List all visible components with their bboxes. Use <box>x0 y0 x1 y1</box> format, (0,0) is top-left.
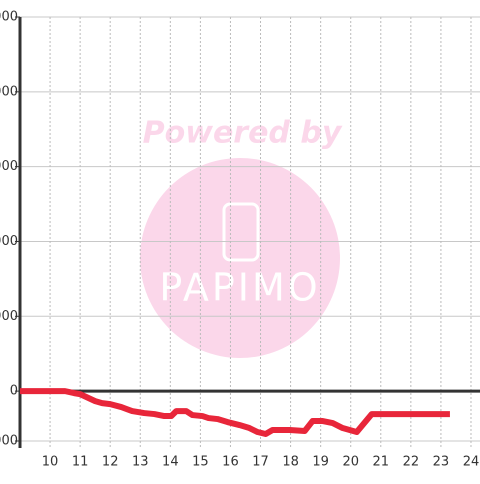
x-tick-label: 15 <box>192 455 209 470</box>
watermark-text: Powered by <box>143 116 343 151</box>
x-tick-label: 22 <box>403 455 420 470</box>
y-tick-label: 120,000 <box>0 84 18 99</box>
x-tick-label: 18 <box>282 455 299 470</box>
x-tick-label: 17 <box>252 455 269 470</box>
x-tick-label: 12 <box>102 455 119 470</box>
x-tick-label: 16 <box>222 455 239 470</box>
y-tick-label: 30,000 <box>0 309 18 324</box>
x-tick-label: 21 <box>373 455 390 470</box>
x-tick-label: 14 <box>162 455 179 470</box>
line-series <box>20 388 450 438</box>
watermark-phone <box>222 202 260 262</box>
x-tick-label: 13 <box>132 455 149 470</box>
watermark-text: PAPIMO <box>159 266 320 310</box>
y-tick-label: 150,000 <box>0 10 18 25</box>
watermark-circle <box>140 158 340 358</box>
watermark: Powered by PAPIMO <box>140 116 343 358</box>
y-tick-label: 60,000 <box>0 234 18 249</box>
x-tick-label: 24 <box>463 455 480 470</box>
x-tick-label: 10 <box>42 455 59 470</box>
y-tick-label: 0 <box>10 384 18 399</box>
x-tick-label: 11 <box>72 455 89 470</box>
x-tick-label: 23 <box>433 455 450 470</box>
y-tick-label: -20,000 <box>0 434 18 449</box>
x-tick-label: 20 <box>342 455 359 470</box>
y-tick-label: 90,000 <box>0 159 18 174</box>
x-tick-label: 19 <box>312 455 329 470</box>
